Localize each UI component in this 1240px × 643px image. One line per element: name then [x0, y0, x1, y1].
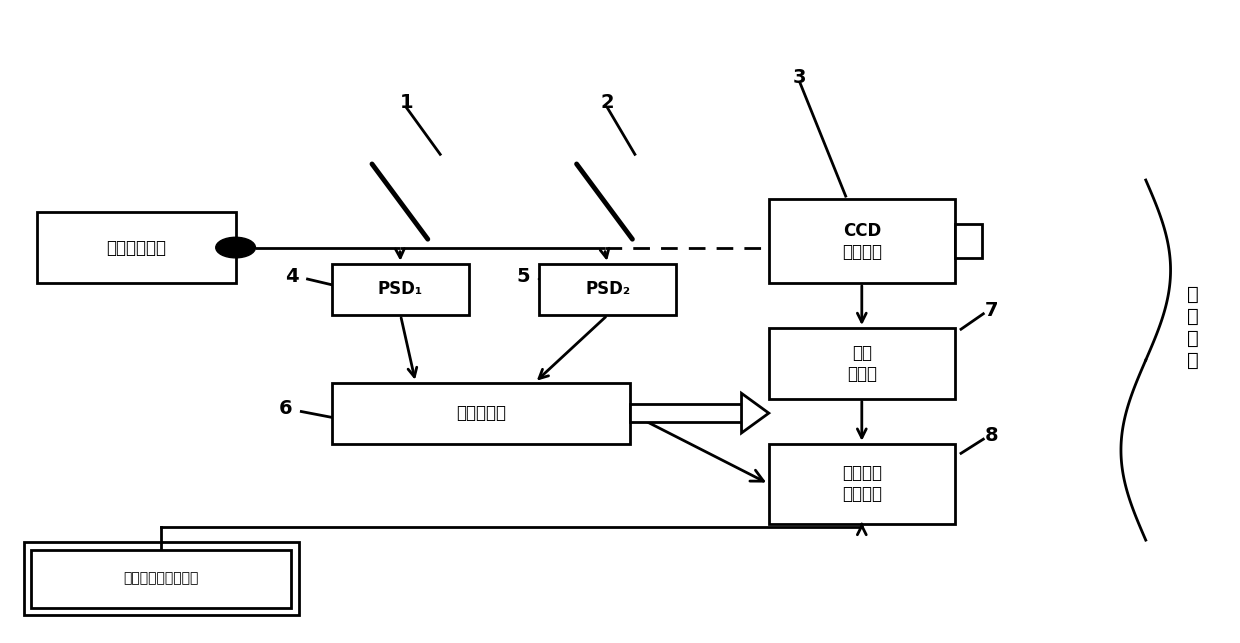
Text: 远
场
目
标: 远 场 目 标	[1187, 285, 1199, 370]
Text: 2: 2	[601, 93, 614, 113]
Bar	[332, 264, 469, 315]
Bar	[630, 404, 746, 422]
Bar	[955, 224, 982, 258]
Bar	[769, 444, 955, 524]
Text: PSD₂: PSD₂	[585, 280, 630, 298]
Bar	[332, 383, 630, 444]
Bar	[769, 199, 955, 283]
Bar	[31, 550, 291, 608]
Text: 被测激光装备: 被测激光装备	[107, 239, 166, 257]
Text: 5: 5	[517, 267, 529, 286]
Text: 图像
采集卡: 图像 采集卡	[847, 344, 877, 383]
Text: CCD
成像组件: CCD 成像组件	[842, 222, 882, 260]
Text: PSD₁: PSD₁	[378, 280, 423, 298]
Bar	[37, 212, 236, 283]
Polygon shape	[742, 394, 769, 433]
Text: 8: 8	[986, 426, 998, 446]
Text: 1: 1	[401, 93, 413, 113]
Text: 被测其他光学传感器: 被测其他光学传感器	[124, 572, 198, 586]
Text: 6: 6	[279, 399, 291, 418]
Text: 模数转换器: 模数转换器	[456, 404, 506, 422]
Bar	[24, 542, 299, 615]
Circle shape	[216, 237, 255, 258]
Text: 3: 3	[794, 68, 806, 87]
Bar	[769, 328, 955, 399]
Text: 数据控制
处理系统: 数据控制 处理系统	[842, 464, 882, 503]
Text: 4: 4	[285, 267, 298, 286]
Text: 7: 7	[986, 301, 998, 320]
Bar	[539, 264, 676, 315]
